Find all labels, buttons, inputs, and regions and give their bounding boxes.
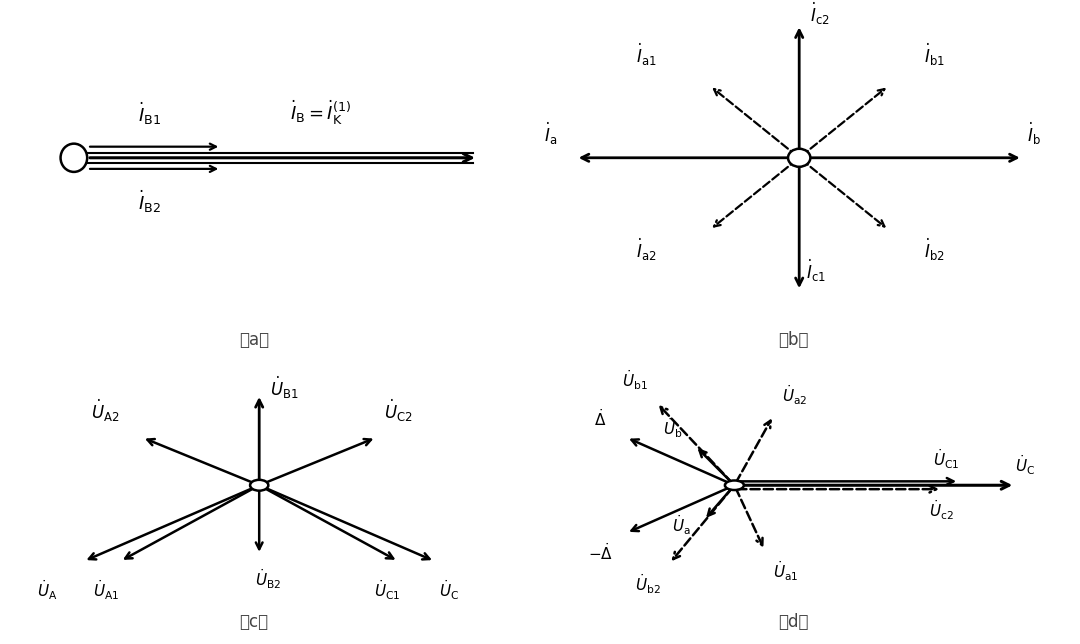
Text: $\dot{U}_{\mathrm{b}}$: $\dot{U}_{\mathrm{b}}$ [663,416,683,440]
Text: $\dot{I}_{\mathrm{a2}}$: $\dot{I}_{\mathrm{a2}}$ [636,237,657,263]
Text: $\dot{I}_{\mathrm{b}}$: $\dot{I}_{\mathrm{b}}$ [1027,121,1041,147]
Text: $\dot{I}_{\mathrm{B1}}$: $\dot{I}_{\mathrm{B1}}$ [138,100,161,126]
Text: $\dot{U}_{\mathrm{C1}}$: $\dot{U}_{\mathrm{C1}}$ [374,578,401,602]
Text: $\dot{U}_{\mathrm{a1}}$: $\dot{U}_{\mathrm{a1}}$ [773,559,799,583]
Text: $\dot{U}_{\mathrm{b1}}$: $\dot{U}_{\mathrm{b1}}$ [622,368,648,392]
Text: $\dot{I}_{\mathrm{b1}}$: $\dot{I}_{\mathrm{b1}}$ [924,42,945,68]
Text: $\dot{I}_{\mathrm{b2}}$: $\dot{I}_{\mathrm{b2}}$ [924,237,945,263]
Text: $\dot{U}_{\mathrm{c2}}$: $\dot{U}_{\mathrm{c2}}$ [929,498,954,522]
Text: $\dot{U}_{\mathrm{C2}}$: $\dot{U}_{\mathrm{C2}}$ [383,399,413,424]
Text: $\dot{I}_{\mathrm{B}}=\dot{I}_{\mathrm{K}}^{(1)}$: $\dot{I}_{\mathrm{B}}=\dot{I}_{\mathrm{K… [291,99,351,126]
Text: $\dot{U}_{\mathrm{a2}}$: $\dot{U}_{\mathrm{a2}}$ [782,383,808,407]
Text: $\dot{U}_{\mathrm{A}}$: $\dot{U}_{\mathrm{A}}$ [37,578,57,602]
Text: $\dot{U}_{\mathrm{A2}}$: $\dot{U}_{\mathrm{A2}}$ [92,399,120,424]
Text: （c）: （c） [240,613,268,631]
Circle shape [251,480,268,491]
Text: （d）: （d） [779,613,809,631]
Text: $\dot{U}_{\mathrm{B1}}$: $\dot{U}_{\mathrm{B1}}$ [270,375,299,401]
Text: $\dot{I}_{\mathrm{B2}}$: $\dot{I}_{\mathrm{B2}}$ [138,189,161,215]
Text: （a）: （a） [239,331,269,348]
Text: $\dot{U}_{\mathrm{A1}}$: $\dot{U}_{\mathrm{A1}}$ [93,578,119,602]
Text: $\dot{I}_{\mathrm{a}}$: $\dot{I}_{\mathrm{a}}$ [544,121,557,147]
Text: $\dot{I}_{\mathrm{c1}}$: $\dot{I}_{\mathrm{c1}}$ [806,258,826,284]
Text: $\dot{U}_{\mathrm{B2}}$: $\dot{U}_{\mathrm{B2}}$ [255,568,282,591]
Text: $-\dot{\Delta}$: $-\dot{\Delta}$ [588,542,613,563]
Text: $\dot{U}_{\mathrm{C}}$: $\dot{U}_{\mathrm{C}}$ [1015,453,1036,477]
Text: $\dot{I}_{\mathrm{c2}}$: $\dot{I}_{\mathrm{c2}}$ [810,1,831,26]
Text: $\dot{U}_{\mathrm{b2}}$: $\dot{U}_{\mathrm{b2}}$ [635,572,661,596]
Circle shape [788,149,810,167]
Text: $\dot{U}_{\mathrm{C}}$: $\dot{U}_{\mathrm{C}}$ [440,578,459,602]
Circle shape [725,480,744,490]
Text: $\dot{\Delta}$: $\dot{\Delta}$ [594,408,607,429]
Text: $\dot{U}_{\mathrm{a}}$: $\dot{U}_{\mathrm{a}}$ [673,513,691,537]
Text: $\dot{U}_{\mathrm{C1}}$: $\dot{U}_{\mathrm{C1}}$ [933,448,960,471]
Text: （b）: （b） [779,331,809,348]
Text: $\dot{I}_{\mathrm{a1}}$: $\dot{I}_{\mathrm{a1}}$ [636,42,657,68]
Circle shape [60,144,87,172]
